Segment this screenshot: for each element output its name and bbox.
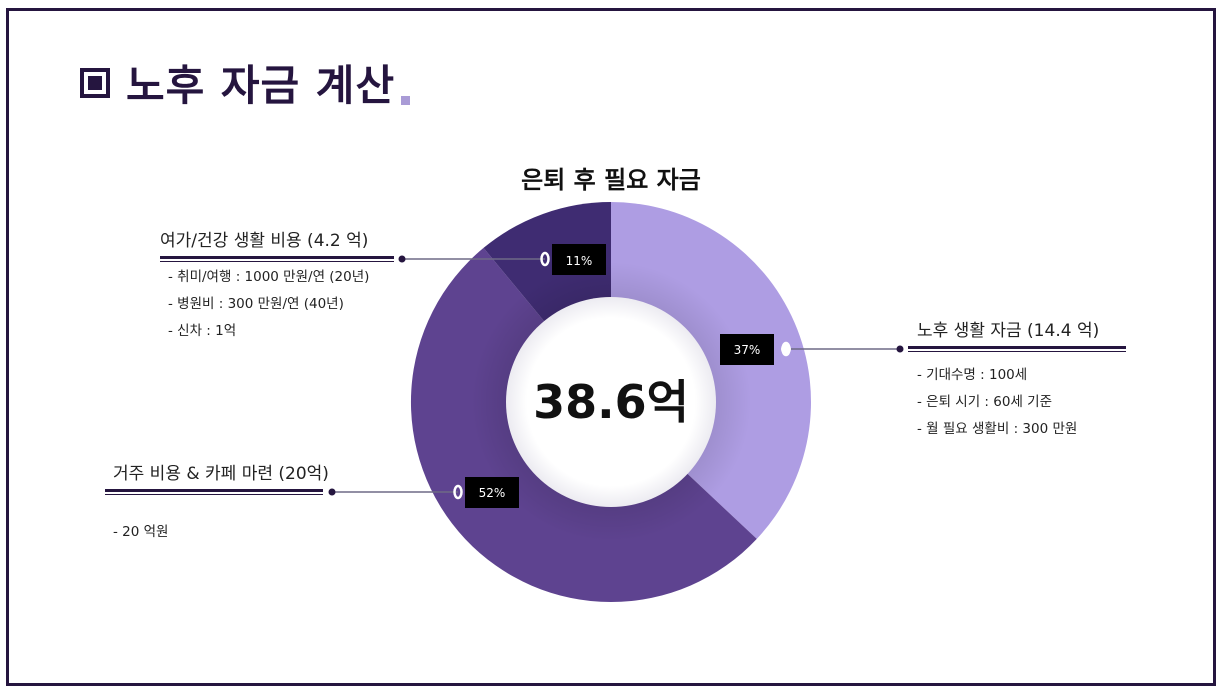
marker-ring-housing [453, 484, 463, 500]
pct-text-retirement: 37% [734, 343, 761, 357]
callout-underline-leisure [160, 256, 394, 262]
callout-title-leisure: 여가/건강 생활 비용 (4.2 억) [160, 231, 369, 251]
callout-item: 병원비 : 300 만원/연 (40년) [168, 291, 369, 318]
leader-dot-retirement [896, 345, 904, 353]
callout-underline-housing [105, 489, 323, 495]
callout-underline-retirement [908, 346, 1126, 352]
pct-label-leisure: 11% [552, 244, 606, 275]
marker-ring-retirement [781, 341, 791, 357]
square-bullet-icon [80, 67, 110, 98]
callout-list-housing: 20 억원 [113, 519, 168, 546]
pct-text-leisure: 11% [566, 254, 593, 268]
page-title: 노후 자금 계산 [126, 61, 396, 110]
callout-item: 신차 : 1억 [168, 318, 369, 345]
pct-label-retirement: 37% [720, 334, 774, 365]
title-row: 노후 자금 계산 [80, 52, 411, 113]
leader-dot-leisure [398, 255, 406, 263]
callout-list-leisure: 취미/여행 : 1000 만원/연 (20년) 병원비 : 300 만원/연 (… [168, 264, 369, 345]
callout-list-retirement: 기대수명 : 100세 은퇴 시기 : 60세 기준 월 필요 생활비 : 30… [917, 362, 1077, 443]
center-total-label: 38.6억 [533, 375, 689, 429]
callout-title-retirement: 노후 생활 자금 (14.4 억) [917, 321, 1100, 341]
callout-item: 취미/여행 : 1000 만원/연 (20년) [168, 264, 369, 291]
leader-dot-housing [328, 488, 336, 496]
donut-center [506, 297, 716, 507]
callout-item: 20 억원 [113, 519, 168, 546]
callout-title-housing: 거주 비용 & 카페 마련 (20억) [113, 464, 329, 484]
marker-ring-leisure [540, 251, 550, 267]
callout-item: 은퇴 시기 : 60세 기준 [917, 389, 1077, 416]
pct-text-housing: 52% [479, 486, 506, 500]
callout-item: 기대수명 : 100세 [917, 362, 1077, 389]
chart-title: 은퇴 후 필요 자금 [521, 166, 701, 194]
callout-item: 월 필요 생활비 : 300 만원 [917, 416, 1077, 443]
title-dot-icon [401, 96, 411, 105]
pct-label-housing: 52% [465, 477, 519, 508]
